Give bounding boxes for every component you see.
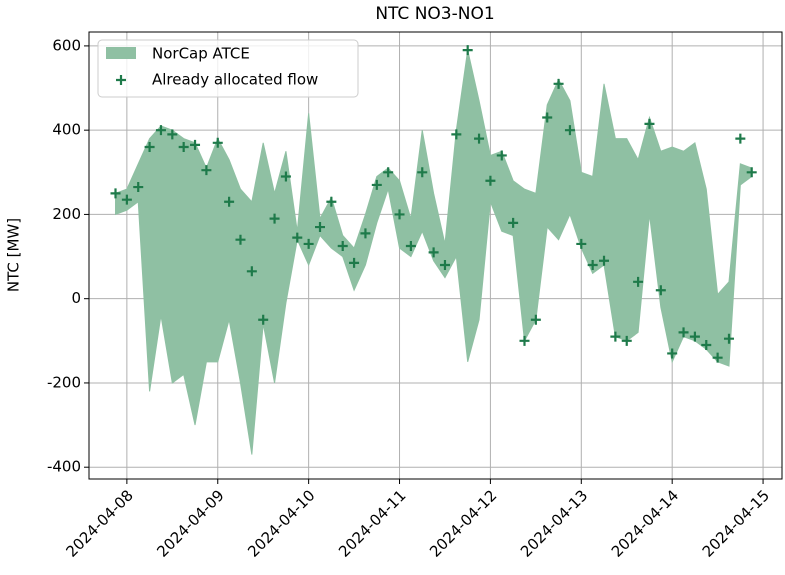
- flow-point: [542, 112, 553, 123]
- flow-point: [610, 331, 621, 342]
- flow-point: [633, 276, 644, 287]
- flow-point: [269, 213, 280, 224]
- flow-point: [326, 196, 337, 207]
- x-tick-label: 2024-04-08: [63, 486, 137, 560]
- flow-point: [155, 125, 166, 136]
- flow-point: [576, 238, 587, 249]
- flow-point: [644, 118, 655, 129]
- x-tick-label: 2024-04-11: [335, 486, 409, 560]
- flow-point: [303, 238, 314, 249]
- flow-point: [360, 228, 371, 239]
- flow-point: [667, 348, 678, 359]
- flow-point: [655, 285, 666, 296]
- flow-point: [315, 222, 325, 233]
- x-tick-label: 2024-04-13: [517, 486, 591, 560]
- flow-point: [292, 232, 303, 243]
- flow-point: [530, 314, 541, 325]
- flow-point: [599, 255, 610, 266]
- flow-point: [144, 142, 155, 153]
- x-tick-label: 2024-04-14: [608, 486, 682, 560]
- y-axis-label: NTC [MW]: [5, 218, 23, 292]
- flow-point: [417, 167, 428, 178]
- flow-point: [519, 335, 530, 346]
- y-tick-label: -400: [47, 458, 81, 476]
- flow-point: [224, 196, 235, 207]
- flow-point: [689, 331, 700, 342]
- x-tick-label: 2024-04-09: [153, 486, 227, 560]
- flow-point: [701, 340, 712, 351]
- flow-point: [621, 335, 632, 346]
- flow-point: [735, 133, 746, 144]
- flow-point: [462, 45, 473, 56]
- flow-point: [371, 179, 382, 190]
- flow-point: [110, 188, 121, 199]
- flow-point: [280, 171, 291, 182]
- flow-point: [258, 314, 269, 325]
- flow-point: [235, 234, 246, 245]
- y-tick-label: 600: [52, 36, 81, 54]
- flow-point: [712, 352, 723, 363]
- flow-point: [178, 142, 189, 153]
- flow-point: [553, 78, 564, 89]
- flow-point: [564, 125, 575, 136]
- flow-point: [337, 241, 348, 252]
- flow-point: [474, 133, 485, 144]
- chart-title: NTC NO3-NO1: [375, 4, 494, 24]
- legend-box: [97, 39, 359, 98]
- legend-label: Already allocated flow: [152, 71, 318, 89]
- flow-point: [383, 167, 394, 178]
- y-tick-label: 0: [71, 289, 81, 307]
- x-tick-label: 2024-04-10: [244, 486, 318, 560]
- flow-point: [508, 217, 519, 228]
- y-tick-label: 200: [52, 205, 81, 223]
- flow-point: [723, 333, 734, 344]
- legend-label: NorCap ATCE: [152, 45, 250, 63]
- legend: NorCap ATCE Already allocated flow: [97, 39, 359, 98]
- axes-frame: [88, 31, 783, 480]
- y-tick-label: 400: [52, 121, 81, 139]
- flow-point: [246, 266, 257, 277]
- flow-point: [439, 259, 450, 270]
- flow-point: [133, 182, 144, 193]
- flow-point: [428, 247, 439, 258]
- x-tick-label: 2024-04-12: [426, 486, 500, 560]
- flow-point: [746, 167, 757, 178]
- flow-point: [167, 129, 178, 140]
- legend-marker: [116, 75, 126, 85]
- flow-point: [394, 209, 405, 220]
- flow-point: [349, 257, 360, 268]
- x-tick-label: 2024-04-15: [699, 486, 773, 560]
- flow-point: [451, 129, 462, 140]
- flow-point: [190, 139, 201, 150]
- flow-point: [212, 137, 223, 148]
- flow-point: [587, 259, 598, 270]
- flow-point: [121, 194, 132, 205]
- flow-point: [405, 241, 416, 252]
- flow-point: [201, 165, 212, 176]
- y-tick-label: -200: [47, 373, 81, 391]
- flow-point: [496, 150, 507, 161]
- flow-point: [485, 175, 496, 186]
- legend-swatch: [106, 47, 136, 59]
- flow-point: [678, 327, 689, 338]
